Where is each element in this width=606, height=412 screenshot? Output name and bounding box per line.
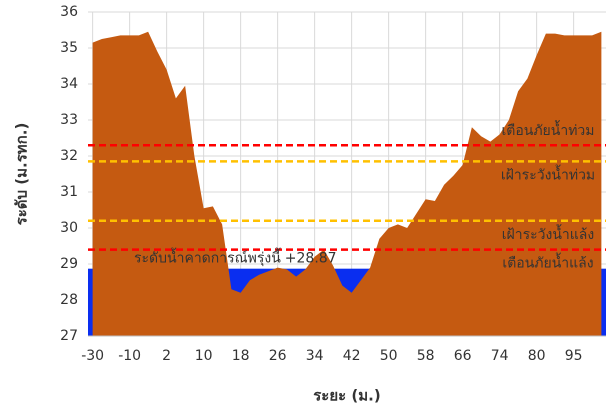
- x-tick-label: 34: [306, 348, 324, 364]
- x-tick-label: 80: [528, 348, 546, 364]
- x-tick-label: 74: [491, 348, 509, 364]
- water-level-label: +28.87: [285, 251, 337, 267]
- threshold-label: เตือนภัยน้ำแล้ง: [502, 253, 593, 272]
- threshold-label: เฝ้าระวังน้ำท่วม: [501, 164, 595, 183]
- water-label-text: ระดับน้ำคาดการณ์พรุ่งนี้: [134, 248, 281, 267]
- y-tick-label: 34: [60, 76, 78, 92]
- y-tick-label: 27: [60, 328, 78, 344]
- x-tick-label: 58: [417, 348, 435, 364]
- x-tick-label: 10: [195, 348, 213, 364]
- y-tick-label: 33: [60, 112, 78, 128]
- y-tick-label: 29: [60, 256, 78, 272]
- x-tick-label: -30: [81, 348, 104, 364]
- x-tick-label: -10: [118, 348, 141, 364]
- terrain-area: [92, 31, 602, 337]
- y-tick-label: 36: [60, 4, 78, 20]
- threshold-label: เตือนภัยน้ำท่วม: [501, 120, 594, 139]
- y-tick-label: 31: [60, 184, 78, 200]
- water-label: ระดับน้ำคาดการณ์พรุ่งนี้ +28.87: [134, 248, 337, 267]
- y-tick-label: 32: [60, 148, 78, 164]
- x-tick-label: 50: [380, 348, 398, 364]
- x-axis-title: ระยะ (ม.): [313, 387, 380, 405]
- y-axis-title: ระดับ (ม.รทก.): [13, 123, 31, 226]
- x-tick-label: 66: [454, 348, 472, 364]
- x-tick-label: 18: [232, 348, 250, 364]
- threshold-label: เฝ้าระวังน้ำแล้ง: [502, 224, 594, 243]
- y-tick-label: 28: [60, 292, 78, 308]
- x-tick-label: 42: [343, 348, 361, 364]
- y-tick-label: 30: [60, 220, 78, 236]
- x-tick-label: 95: [565, 348, 583, 364]
- x-tick-label: 2: [162, 348, 171, 364]
- x-tick-label: 26: [269, 348, 287, 364]
- y-tick-label: 35: [60, 40, 78, 56]
